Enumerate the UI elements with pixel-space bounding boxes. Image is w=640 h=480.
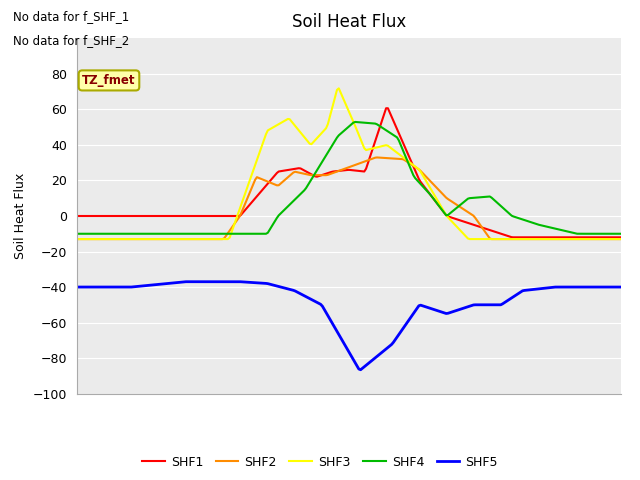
- Text: No data for f_SHF_2: No data for f_SHF_2: [13, 34, 129, 47]
- Text: No data for f_SHF_1: No data for f_SHF_1: [13, 10, 129, 23]
- Text: TZ_fmet: TZ_fmet: [82, 74, 136, 87]
- Legend: SHF1, SHF2, SHF3, SHF4, SHF5: SHF1, SHF2, SHF3, SHF4, SHF5: [137, 451, 503, 474]
- Title: Soil Heat Flux: Soil Heat Flux: [292, 13, 406, 31]
- Y-axis label: Soil Heat Flux: Soil Heat Flux: [14, 173, 27, 259]
